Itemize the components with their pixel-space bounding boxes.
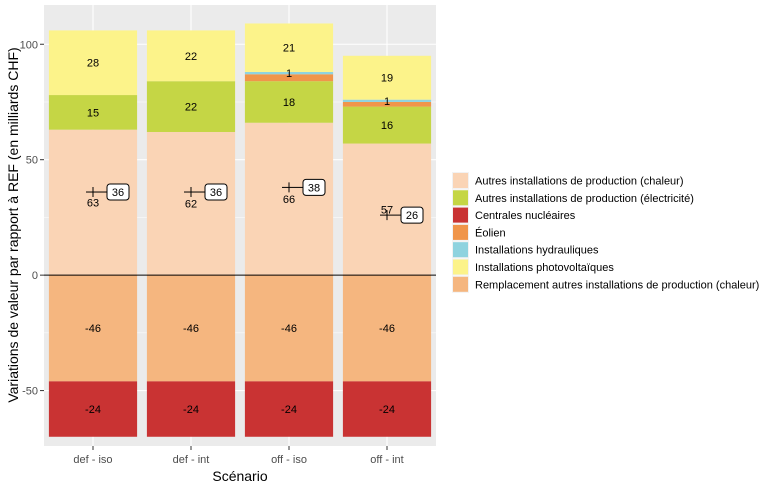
- x-axis-title: Scénario: [212, 468, 267, 484]
- segment-label: 16: [381, 120, 393, 132]
- legend-swatch: [453, 242, 468, 258]
- net-total-box: [302, 178, 326, 196]
- bar-segment: [342, 99, 432, 102]
- bar-segment: [48, 30, 138, 96]
- bar-segment-negative: [342, 381, 432, 437]
- net-total-box: [106, 183, 130, 201]
- segment-label: -24: [379, 404, 395, 416]
- net-total-markers: 36 36 38 26: [86, 178, 424, 224]
- segment-label: 22: [185, 51, 197, 63]
- bar-segment-negative: [244, 381, 334, 437]
- bar-segment: [244, 122, 334, 276]
- segment-label: -46: [85, 323, 101, 335]
- bar-segment: [342, 55, 432, 100]
- y-axis-title: Variations de valeur par rapport à REF (…: [5, 47, 21, 402]
- bar-segment: [146, 81, 236, 132]
- net-total-box: [204, 183, 228, 201]
- legend-label: Autres installations de production (élec…: [475, 193, 694, 205]
- segment-label: 28: [87, 58, 99, 70]
- segment-label: -24: [85, 404, 101, 416]
- legend-swatch: [453, 224, 468, 240]
- segment-label: 66: [283, 194, 295, 206]
- y-tick-label: 100: [20, 39, 38, 51]
- bar-segment: [146, 30, 236, 82]
- legend-swatch: [453, 173, 468, 188]
- bar-segment-negative: [146, 275, 236, 382]
- bar-segment: [244, 81, 334, 123]
- bar-segment-negative: [342, 275, 432, 382]
- bar-segment: [146, 131, 236, 276]
- x-tick-label: def - iso: [73, 454, 112, 466]
- x-tick-label: def - int: [173, 454, 210, 466]
- x-tick-label: off - int: [370, 454, 403, 466]
- segment-label: 18: [283, 97, 295, 109]
- y-tick-label: 0: [32, 270, 38, 282]
- bar-segment-negative: [244, 275, 334, 382]
- segment-labels: 631528-46-24622222-46-246618121-46-24571…: [85, 43, 395, 416]
- segment-label: -46: [379, 323, 395, 335]
- legend-label: Centrales nucléaires: [475, 210, 576, 222]
- segment-label: 19: [381, 73, 393, 85]
- net-total-label: 36: [210, 187, 222, 199]
- bar-segment: [342, 106, 432, 144]
- segment-label: -46: [183, 323, 199, 335]
- bar-segment: [244, 71, 334, 75]
- bar-segment: [244, 74, 334, 82]
- bar-segment: [48, 95, 138, 130]
- legend-swatch: [453, 190, 468, 206]
- legend-label: Éolien: [475, 226, 506, 239]
- legend-swatch: [453, 276, 468, 292]
- x-axis-ticks: def - iso def - int off - iso off - int: [73, 446, 404, 466]
- legend-label: Installations photovoltaïques: [475, 262, 614, 274]
- net-total-label: 26: [406, 210, 418, 222]
- net-total-box: [400, 206, 424, 224]
- legend-label: Remplacement autres installations de pro…: [475, 279, 759, 291]
- bar-segment-negative: [48, 381, 138, 437]
- bar-segment: [342, 101, 432, 107]
- segment-label: 63: [87, 197, 99, 209]
- segment-label: 22: [185, 102, 197, 114]
- segment-label: -24: [281, 404, 297, 416]
- bar-segment: [244, 23, 334, 72]
- legend-label: Installations hydrauliques: [475, 245, 599, 257]
- segment-label: 21: [283, 43, 295, 55]
- net-total-label: 38: [308, 182, 320, 194]
- legend-label: Autres installations de production (chal…: [475, 176, 684, 188]
- bar-segment-negative: [146, 381, 236, 437]
- segment-label: 1: [384, 96, 390, 108]
- bar-segment: [48, 129, 138, 276]
- segment-label: 15: [87, 107, 99, 119]
- legend-swatch: [453, 207, 468, 223]
- bars-layer: [48, 23, 432, 437]
- x-tick-label: off - iso: [271, 454, 307, 466]
- bar-segment-negative: [48, 275, 138, 382]
- segment-label: -46: [281, 323, 297, 335]
- legend-swatch: [453, 259, 468, 275]
- segment-label: 1: [286, 68, 292, 80]
- y-tick-label: -50: [22, 386, 38, 398]
- y-axis-ticks: -50 0 50 100: [20, 39, 44, 398]
- legend: Autres installations de production (chal…: [452, 172, 759, 293]
- segment-label: -24: [183, 404, 199, 416]
- net-total-label: 36: [112, 187, 124, 199]
- y-tick-label: 50: [26, 155, 38, 167]
- segment-label: 62: [185, 199, 197, 211]
